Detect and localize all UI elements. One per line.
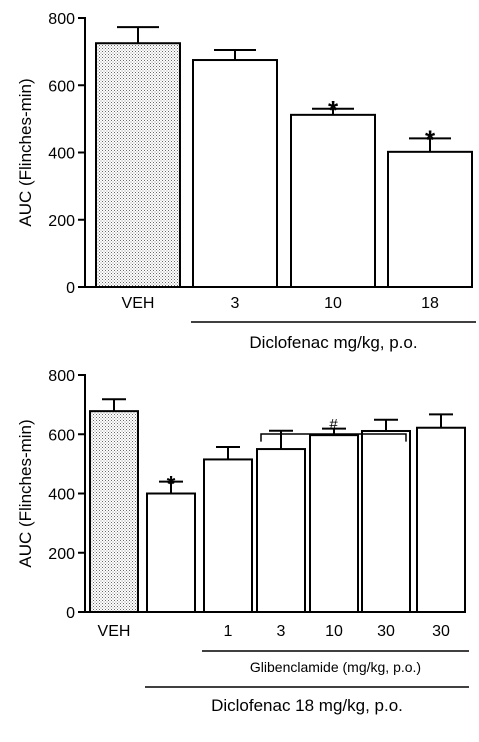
- significance-marker: *: [425, 124, 436, 154]
- y-axis-label: AUC (Flinches-min): [16, 419, 35, 567]
- x-tick-label: 1: [224, 623, 233, 640]
- chart-diclofenac-dose: 0 200 400 600 800 AUC (Flinches-min) VEH 3 * 10 * 1…: [16, 11, 476, 352]
- significance-bracket: [260, 433, 407, 442]
- bar: [89, 410, 139, 613]
- significance-marker: *: [167, 472, 176, 497]
- y-tick-label: 800: [48, 11, 75, 28]
- x-tick-label: 30: [432, 623, 450, 640]
- bar: [203, 458, 253, 613]
- x-tick-label: VEH: [98, 623, 131, 640]
- bar: [256, 448, 306, 613]
- x-tick-label: 3: [277, 623, 286, 640]
- bar: [146, 492, 196, 613]
- bracket-label: #: [329, 416, 338, 433]
- bar: [192, 59, 278, 288]
- y-tick-label: 600: [48, 78, 75, 95]
- bar: [290, 113, 376, 288]
- x-tick-label: 10: [325, 623, 343, 640]
- y-axis-label: AUC (Flinches-min): [16, 78, 35, 226]
- chart-glibenclamide: 0 200 400 600 800 AUC (Flinches-min) VEH * 1 3 10 3…: [16, 368, 469, 715]
- bar: [361, 429, 411, 613]
- y-tick-label: 400: [48, 487, 75, 504]
- bar: [416, 426, 466, 614]
- group-label: Diclofenac 18 mg/kg, p.o.: [211, 696, 403, 715]
- y-tick-label: 200: [48, 213, 75, 230]
- y-tick-label: 800: [48, 368, 75, 385]
- bar: [387, 150, 473, 288]
- x-tick-label: VEH: [122, 295, 155, 312]
- group-label: Diclofenac mg/kg, p.o.: [249, 333, 417, 352]
- y-tick-label: 600: [48, 427, 75, 444]
- significance-marker: *: [328, 95, 339, 125]
- x-tick-label: 3: [231, 295, 240, 312]
- group-label: Glibenclamide (mg/kg, p.o.): [250, 659, 421, 675]
- y-tick-label: 200: [48, 546, 75, 563]
- x-tick-label: 30: [377, 623, 395, 640]
- bar: [95, 42, 181, 288]
- bar: [309, 434, 359, 614]
- x-tick-label: 10: [324, 295, 342, 312]
- y-tick-label: 400: [48, 146, 75, 163]
- x-tick-label: 18: [421, 295, 439, 312]
- y-tick-label: 0: [66, 280, 75, 297]
- y-tick-label: 0: [66, 605, 75, 622]
